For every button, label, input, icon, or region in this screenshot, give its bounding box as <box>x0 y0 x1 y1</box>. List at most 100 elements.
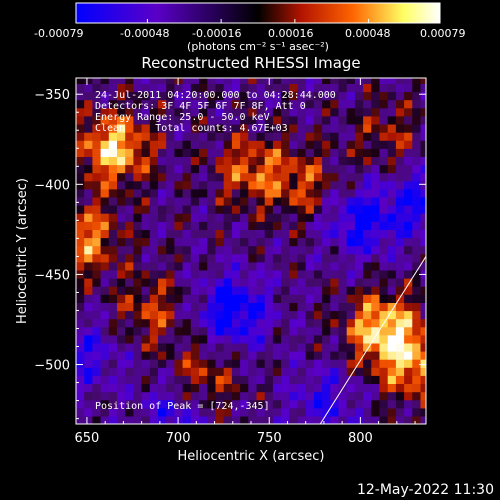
heatmap-cell <box>133 188 143 198</box>
heatmap-cell <box>174 196 184 206</box>
heatmap-cell <box>346 115 356 125</box>
heatmap-cell <box>117 391 126 401</box>
heatmap-cell <box>354 375 364 384</box>
heatmap-cell <box>338 140 348 149</box>
heatmap-cell <box>125 286 134 295</box>
heatmap-cell <box>305 261 315 271</box>
heatmap-cell <box>100 148 110 157</box>
heatmap-cell <box>387 107 397 117</box>
heatmap-cell <box>346 359 356 368</box>
heatmap-cell <box>207 334 217 344</box>
heatmap-cell <box>166 188 175 198</box>
heatmap-cell <box>248 334 258 344</box>
heatmap-cell <box>149 124 159 133</box>
heatmap-cell <box>166 342 175 352</box>
heatmap-cell <box>125 213 134 222</box>
heatmap-cell <box>354 237 364 247</box>
heatmap-cell <box>223 415 233 424</box>
heatmap-cell <box>223 221 233 230</box>
heatmap-cell <box>297 107 307 117</box>
heatmap-cell <box>223 99 233 109</box>
heatmap-cell <box>248 375 258 384</box>
heatmap-cell <box>92 286 102 295</box>
heatmap-cell <box>395 172 405 182</box>
heatmap-cell <box>313 334 323 344</box>
heatmap-cell <box>387 399 397 409</box>
heatmap-cell <box>412 399 422 409</box>
heatmap-cell <box>272 91 282 101</box>
heatmap-cell <box>149 334 159 344</box>
heatmap-cell <box>158 140 167 149</box>
heatmap-cell <box>363 124 372 133</box>
heatmap-cell <box>404 237 413 247</box>
heatmap-cell <box>149 294 159 303</box>
heatmap-cell <box>207 326 217 336</box>
heatmap-cell <box>248 213 258 222</box>
heatmap-cell <box>190 334 200 344</box>
heatmap-cell <box>412 286 422 295</box>
heatmap-cell <box>281 140 290 149</box>
heatmap-cell <box>387 172 397 182</box>
heatmap-cell <box>84 286 93 295</box>
heatmap-cell <box>330 99 340 109</box>
heatmap-cell <box>330 286 340 295</box>
heatmap-cell <box>354 294 364 303</box>
heatmap-cell <box>395 83 405 93</box>
heatmap-cell <box>199 124 208 133</box>
colorbar-tick-label: -0.00016 <box>192 27 241 40</box>
heatmap-cell <box>100 383 110 393</box>
heatmap-cell <box>133 261 143 271</box>
heatmap-cell <box>190 237 200 247</box>
heatmap-cell <box>412 91 422 101</box>
x-axis-ticks: 650 700 750 800 <box>75 78 416 446</box>
heatmap-cell <box>272 99 282 109</box>
heatmap-cell <box>264 107 274 117</box>
heatmap-cell <box>346 164 356 174</box>
heatmap-cell <box>84 383 93 393</box>
heatmap-cell <box>92 115 102 125</box>
heatmap-cell <box>420 399 426 409</box>
heatmap-cell <box>256 351 266 360</box>
heatmap-cell <box>166 302 175 312</box>
heatmap-cell <box>289 294 299 303</box>
heatmap-cell <box>412 383 422 393</box>
heatmap-cell <box>117 245 126 255</box>
heatmap-cell <box>223 278 233 287</box>
heatmap-cell <box>281 278 290 287</box>
heatmap-cell <box>166 310 175 320</box>
heatmap-cell <box>387 156 397 166</box>
heatmap-cell <box>190 196 200 206</box>
heatmap-cell <box>363 237 372 247</box>
heatmap-cell <box>338 148 348 157</box>
heatmap-cell <box>264 359 274 368</box>
heatmap-cell <box>264 407 274 417</box>
heatmap-cell <box>117 221 126 230</box>
heatmap-cell <box>379 391 389 401</box>
heatmap-cell <box>412 269 422 279</box>
heatmap-cell <box>281 78 290 84</box>
heatmap-cell <box>272 278 282 287</box>
heatmap-cell <box>92 78 102 84</box>
heatmap-cell <box>149 278 159 287</box>
heatmap-cell <box>272 83 282 93</box>
heatmap-cell <box>313 261 323 271</box>
heatmap-cell <box>100 261 110 271</box>
heatmap-cell <box>182 78 192 84</box>
heatmap-cell <box>166 415 175 424</box>
heatmap-cell <box>166 351 175 360</box>
heatmap-cell <box>322 318 331 328</box>
heatmap-cell <box>264 164 274 174</box>
heatmap-cell <box>100 156 110 166</box>
heatmap-cell <box>338 415 348 424</box>
heatmap-cell <box>84 415 93 424</box>
heatmap-cell <box>346 78 356 84</box>
heatmap-cell <box>199 99 208 109</box>
heatmap-cell <box>166 196 175 206</box>
heatmap-cell <box>231 286 241 295</box>
heatmap-cell <box>354 188 364 198</box>
heatmap-cell <box>174 237 184 247</box>
heatmap-cell <box>231 205 241 214</box>
heatmap-cell <box>412 261 422 271</box>
heatmap-cell <box>395 342 405 352</box>
heatmap-cell <box>240 351 249 360</box>
